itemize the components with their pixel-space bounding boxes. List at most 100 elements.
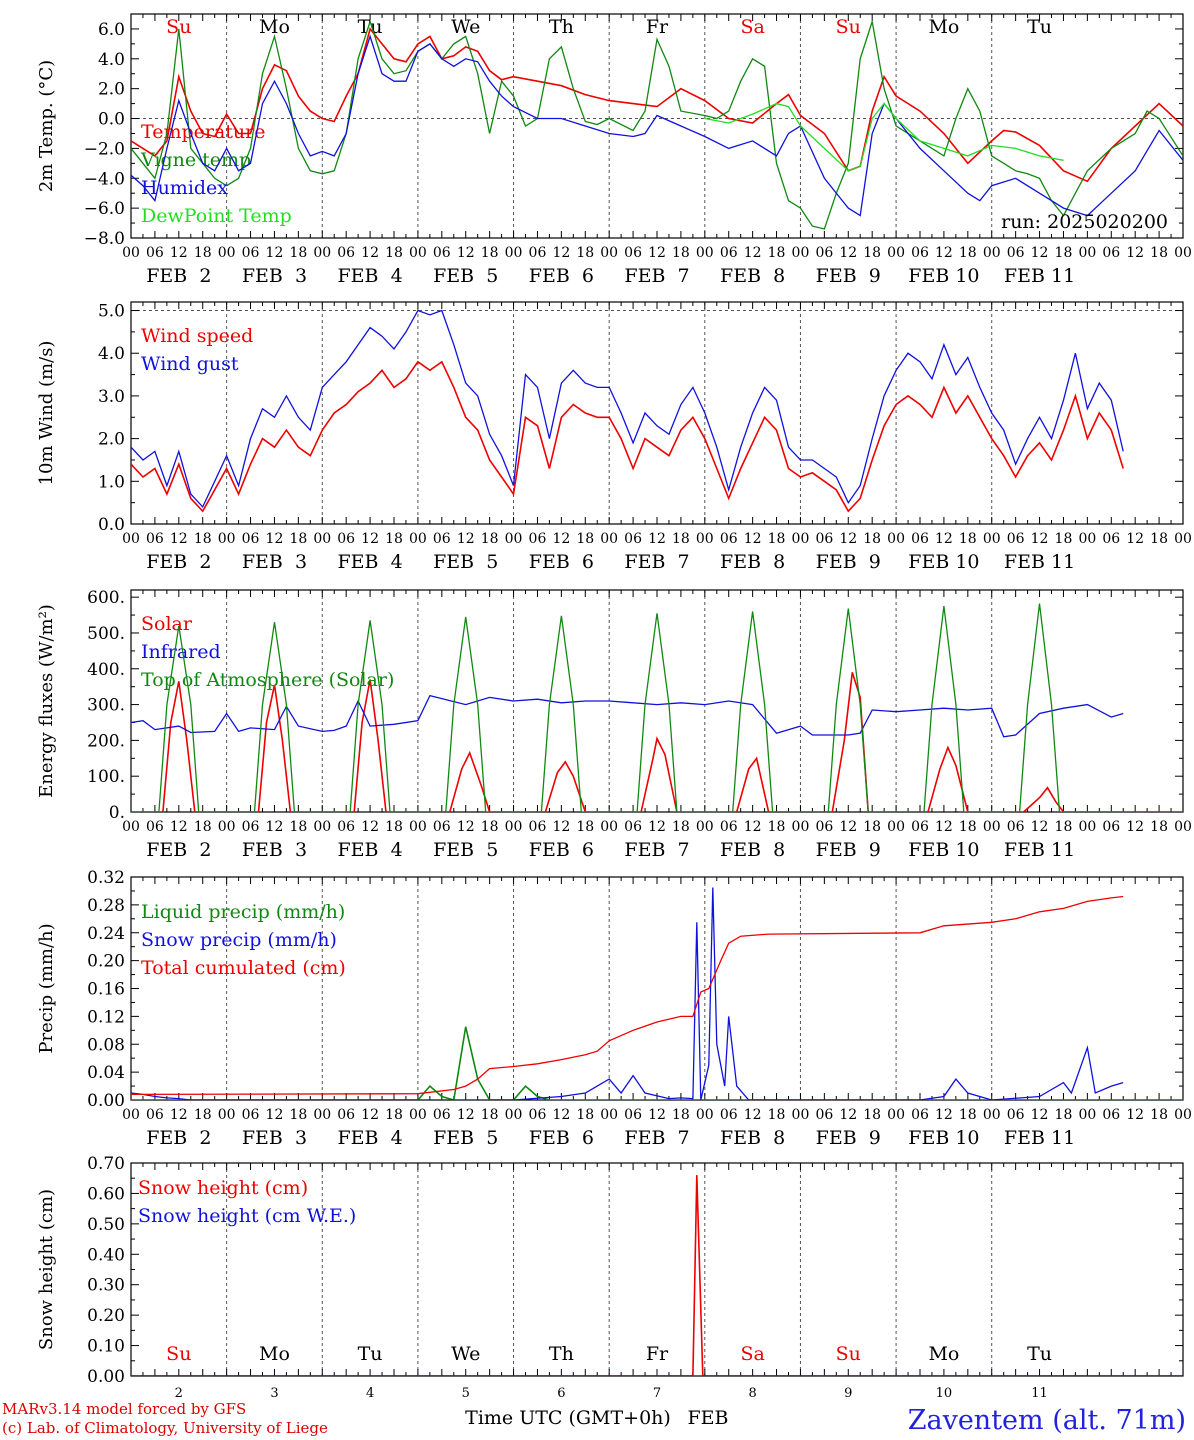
x-tick-label: 18 bbox=[672, 531, 690, 547]
x-axis-month: FEB bbox=[687, 1407, 728, 1429]
x-tick-label: 12 bbox=[744, 1107, 762, 1123]
x-tick-label: 18 bbox=[959, 1107, 977, 1123]
x-tick-label: 06 bbox=[815, 531, 833, 547]
x-date-label: FEB 11 bbox=[1004, 1127, 1075, 1149]
y-tick-label: 0.0 bbox=[98, 515, 125, 535]
x-tick-label: 00 bbox=[887, 531, 905, 547]
x-tick-label: 06 bbox=[815, 819, 833, 835]
x-tick-label: 00 bbox=[409, 531, 427, 547]
day-number-label: 5 bbox=[462, 1386, 470, 1401]
legend-entry: DewPoint Temp bbox=[141, 205, 292, 227]
legend-entry: Infrared bbox=[141, 641, 221, 663]
series-line-4-1 bbox=[131, 1026, 1183, 1100]
x-tick-label: 00 bbox=[122, 245, 140, 261]
x-tick-label: 06 bbox=[624, 531, 642, 547]
legend-entry: Liquid precip (mm/h) bbox=[141, 901, 345, 923]
weekday-label: We bbox=[451, 1343, 480, 1365]
x-tick-label: 06 bbox=[720, 245, 738, 261]
x-tick-label: 06 bbox=[433, 819, 451, 835]
x-tick-label: 12 bbox=[266, 245, 284, 261]
x-tick-label: 18 bbox=[1055, 245, 1073, 261]
x-tick-label: 18 bbox=[1055, 1107, 1073, 1123]
y-tick-label: 0.24 bbox=[87, 924, 125, 944]
x-tick-label: 06 bbox=[1007, 819, 1025, 835]
y-tick-label: 400. bbox=[87, 660, 125, 680]
y-tick-label: 4.0 bbox=[98, 50, 125, 70]
x-tick-label: 06 bbox=[624, 819, 642, 835]
day-number-label: 10 bbox=[936, 1386, 953, 1401]
x-date-label: FEB 6 bbox=[529, 265, 594, 287]
x-tick-label: 18 bbox=[576, 531, 594, 547]
x-tick-label: 12 bbox=[457, 531, 475, 547]
run-annotation: run: 2025020200 bbox=[1001, 211, 1168, 233]
x-tick-label: 00 bbox=[505, 531, 523, 547]
x-tick-label: 18 bbox=[194, 819, 212, 835]
series-line-4-2 bbox=[131, 887, 1124, 1100]
x-tick-label: 00 bbox=[887, 819, 905, 835]
x-tick-label: 00 bbox=[887, 245, 905, 261]
x-tick-label: 00 bbox=[1174, 245, 1192, 261]
x-tick-label: 06 bbox=[146, 245, 164, 261]
x-tick-label: 00 bbox=[1174, 531, 1192, 547]
legend-entry: Humidex bbox=[141, 177, 228, 199]
x-tick-label: 06 bbox=[337, 245, 355, 261]
legend-entry: Top of Atmosphere (Solar) bbox=[141, 669, 394, 691]
x-tick-label: 00 bbox=[983, 531, 1001, 547]
y-tick-label: 500. bbox=[87, 624, 125, 644]
x-tick-label: 12 bbox=[1031, 819, 1049, 835]
y-tick-label: 1.0 bbox=[98, 472, 125, 492]
x-tick-label: 18 bbox=[1055, 819, 1073, 835]
x-tick-label: 18 bbox=[194, 1107, 212, 1123]
x-tick-label: 18 bbox=[768, 245, 786, 261]
y-axis-label: Energy fluxes (W/m²) bbox=[36, 604, 57, 798]
x-tick-label: 18 bbox=[576, 819, 594, 835]
x-tick-label: 18 bbox=[289, 531, 307, 547]
x-tick-label: 12 bbox=[170, 531, 188, 547]
x-date-label: FEB 6 bbox=[529, 551, 594, 573]
x-tick-label: 00 bbox=[696, 819, 714, 835]
x-date-label: FEB 8 bbox=[720, 265, 785, 287]
weekday-label: Mo bbox=[928, 1343, 959, 1365]
x-date-label: FEB 2 bbox=[146, 265, 211, 287]
x-tick-label: 00 bbox=[313, 1107, 331, 1123]
x-tick-label: 00 bbox=[983, 819, 1001, 835]
x-tick-label: 18 bbox=[1150, 819, 1168, 835]
panel-5: 0.00 0.10 0.20 0.30 0.40 0.50 0.60 0.70 Snow hei… bbox=[36, 1154, 1184, 1429]
x-tick-label: 12 bbox=[361, 819, 379, 835]
x-tick-label: 00 bbox=[505, 819, 523, 835]
x-tick-label: 18 bbox=[385, 245, 403, 261]
x-tick-label: 12 bbox=[744, 531, 762, 547]
x-tick-label: 18 bbox=[289, 245, 307, 261]
x-tick-label: 18 bbox=[289, 819, 307, 835]
legend-entry: Total cumulated (cm) bbox=[141, 957, 346, 979]
x-tick-label: 06 bbox=[337, 531, 355, 547]
x-date-label: FEB 2 bbox=[146, 1127, 211, 1149]
x-tick-label: 18 bbox=[1055, 531, 1073, 547]
x-tick-label: 00 bbox=[313, 245, 331, 261]
x-tick-label: 06 bbox=[433, 1107, 451, 1123]
x-tick-label: 00 bbox=[218, 1107, 236, 1123]
x-tick-label: 12 bbox=[744, 245, 762, 261]
x-tick-label: 00 bbox=[122, 1107, 140, 1123]
x-date-label: FEB 4 bbox=[337, 1127, 402, 1149]
x-tick-label: 00 bbox=[409, 245, 427, 261]
x-tick-label: 06 bbox=[1102, 245, 1120, 261]
x-tick-label: 12 bbox=[839, 1107, 857, 1123]
x-tick-label: 18 bbox=[481, 819, 499, 835]
panel-4: 00 06 12 18 00 06 12 18 00 06 12 18 00 06 12 18 00 06 12 18… bbox=[36, 868, 1192, 1149]
day-number-label: 2 bbox=[175, 1386, 183, 1401]
y-tick-label: −4.0 bbox=[84, 169, 125, 189]
legend-entry: Wind speed bbox=[141, 325, 253, 347]
x-axis-title: Time UTC (GMT+0h) bbox=[465, 1407, 671, 1429]
x-tick-label: 00 bbox=[1078, 1107, 1096, 1123]
x-tick-label: 12 bbox=[361, 245, 379, 261]
x-tick-label: 06 bbox=[720, 531, 738, 547]
x-tick-label: 06 bbox=[433, 531, 451, 547]
x-date-label: FEB 7 bbox=[624, 551, 689, 573]
x-tick-label: 00 bbox=[792, 1107, 810, 1123]
y-tick-label: 0.12 bbox=[87, 1007, 125, 1027]
x-date-label: FEB 11 bbox=[1004, 265, 1075, 287]
x-tick-label: 18 bbox=[672, 1107, 690, 1123]
y-tick-label: 0.60 bbox=[87, 1184, 125, 1204]
x-tick-label: 12 bbox=[935, 245, 953, 261]
